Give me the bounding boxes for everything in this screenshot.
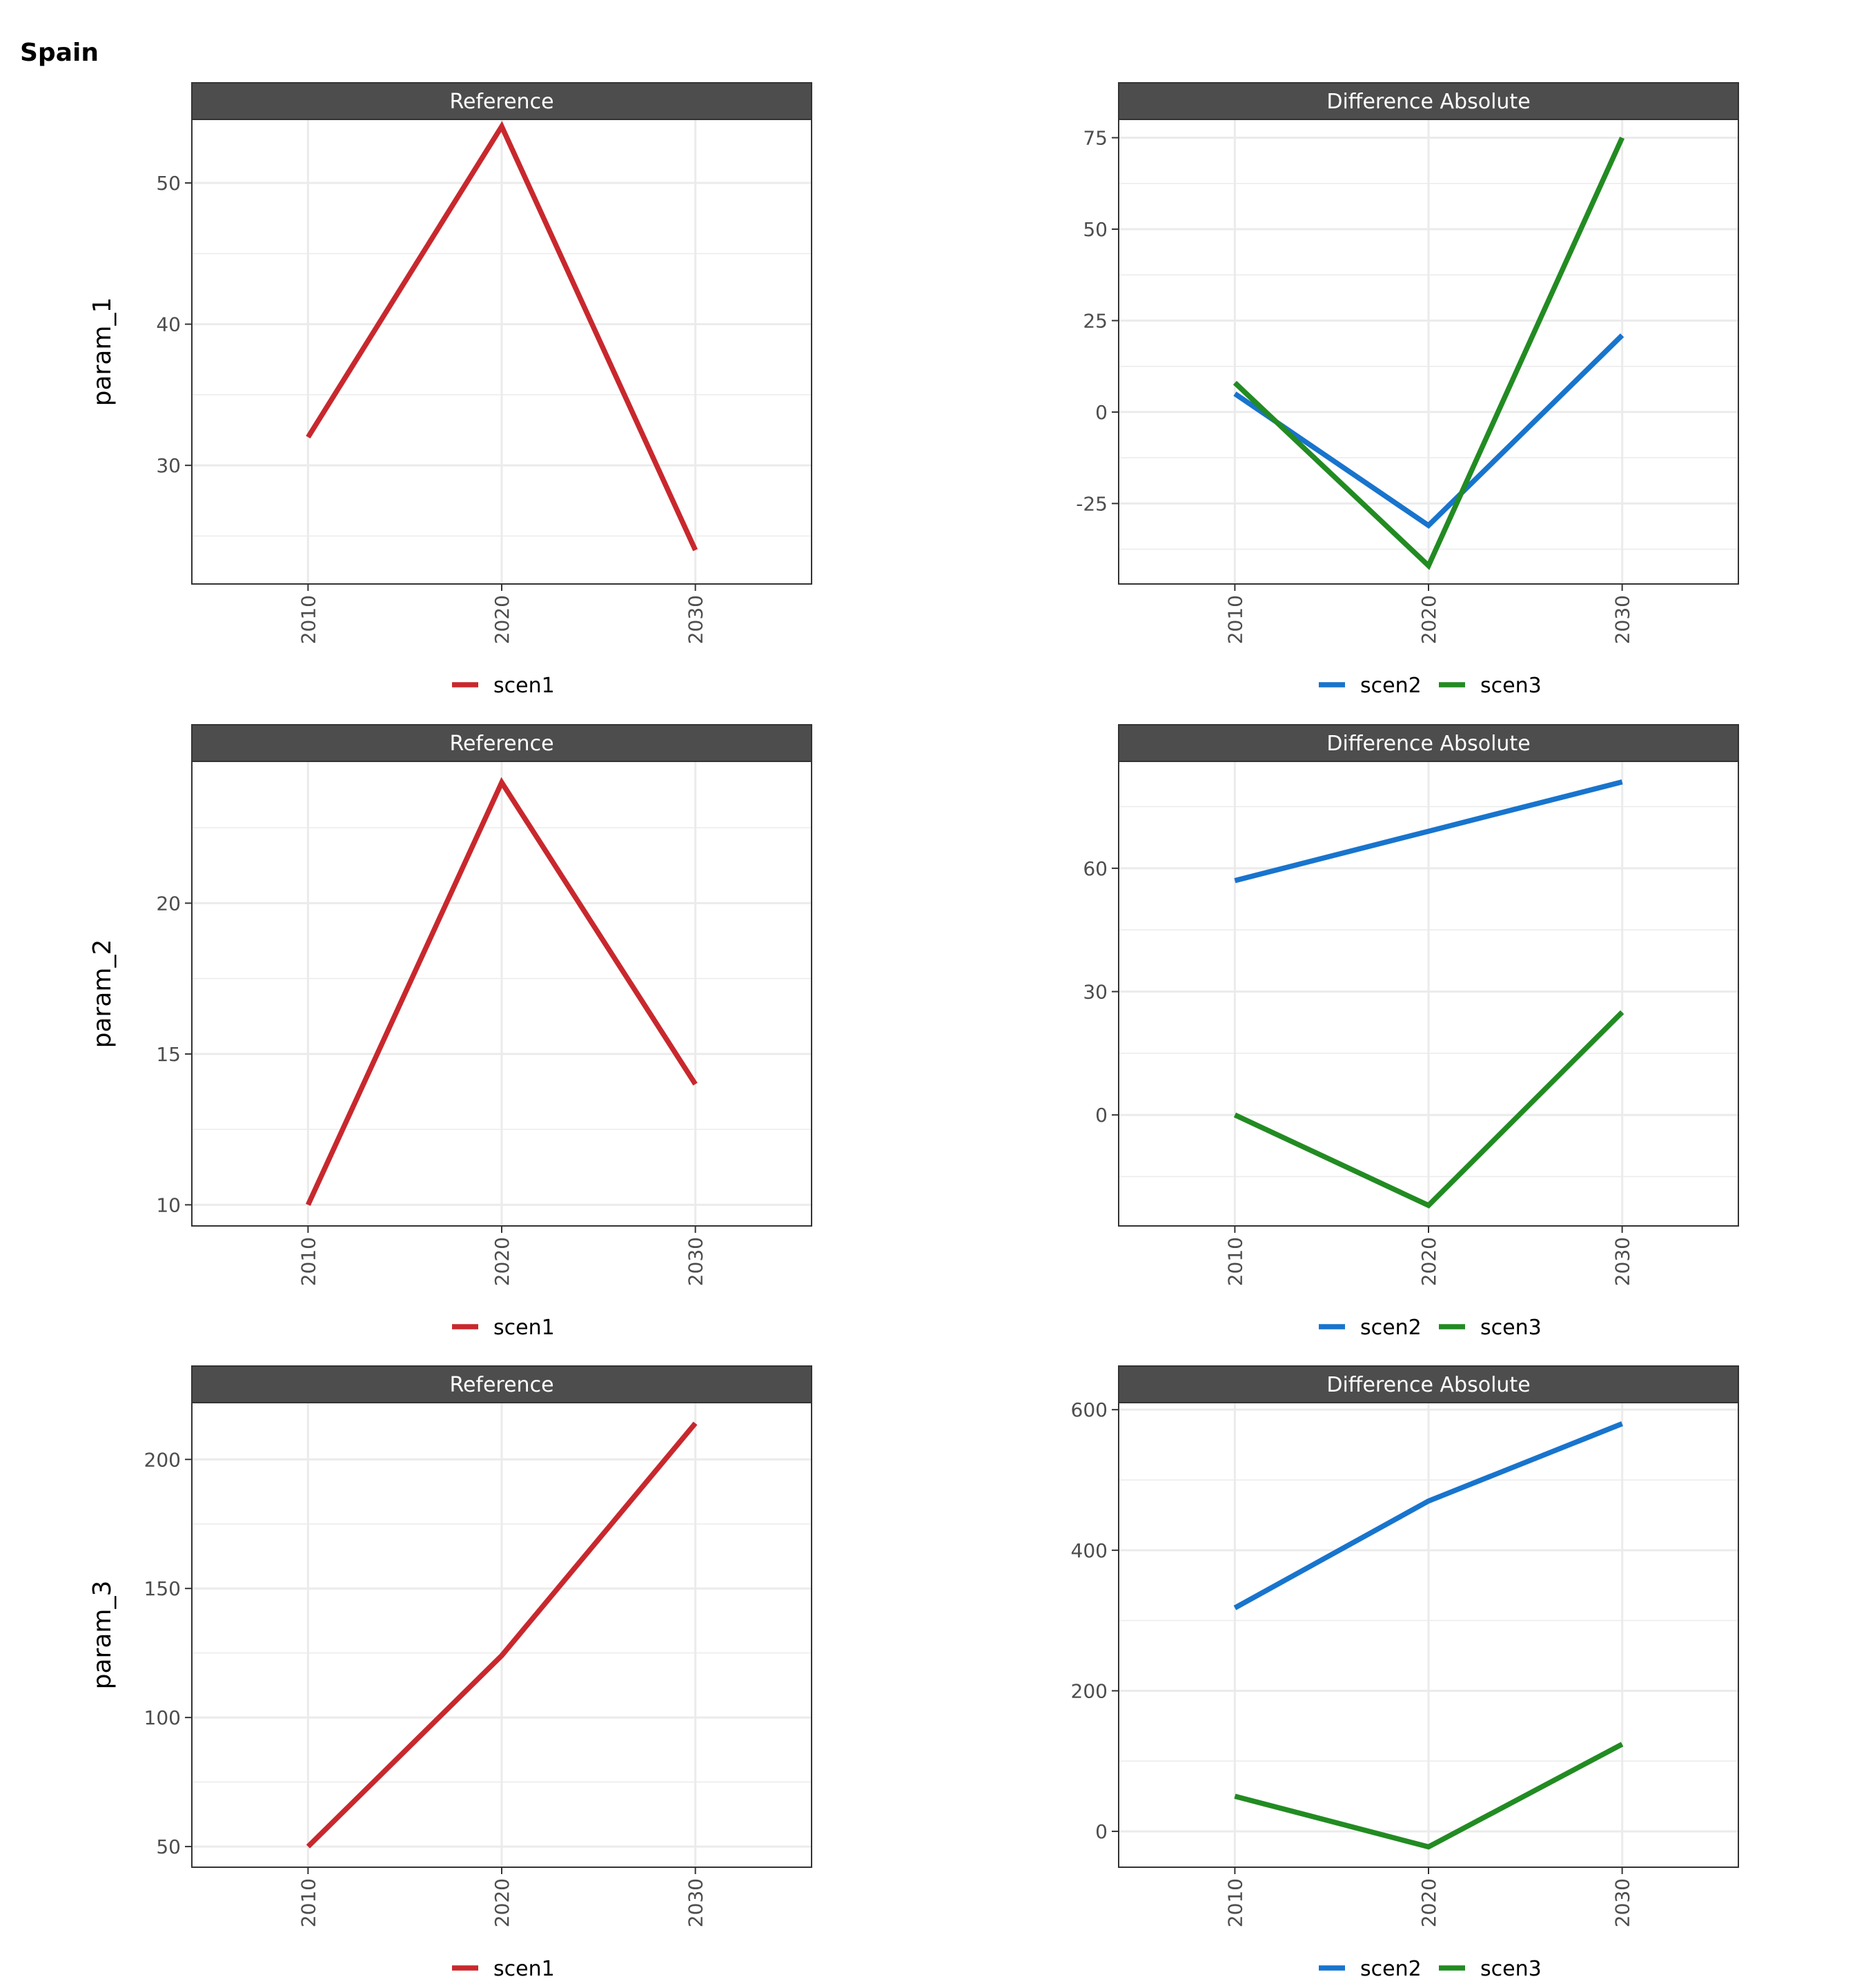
legend-label: scen2 <box>1360 1957 1422 1981</box>
series-line-scen1 <box>305 777 698 1206</box>
panel-5: Reference 50 100 150 200 2010 2020 2030 param_3s… <box>88 1365 812 1981</box>
y-tick-label: 25 <box>1083 309 1108 332</box>
facet-strip <box>1118 1365 1739 1403</box>
x-tick-label: 2010 <box>297 1878 320 1927</box>
y-tick-label: 200 <box>1071 1679 1108 1702</box>
panel-2: Difference Absolute -25 0 25 50 75 2010 2020 203… <box>1076 82 1739 698</box>
legend-label: scen2 <box>1360 1316 1422 1340</box>
legend-label: scen3 <box>1480 674 1542 698</box>
y-tick-label: 0 <box>1095 1820 1108 1843</box>
row-label: param_2 <box>88 939 117 1049</box>
facet-strip <box>191 1365 812 1403</box>
y-tick-label: 400 <box>1071 1539 1108 1562</box>
x-tick-label: 2030 <box>685 1878 707 1927</box>
legend-label: scen3 <box>1480 1316 1542 1340</box>
series-line-scen1 <box>306 121 698 552</box>
legend: scen1 <box>452 1316 555 1340</box>
row-label: param_3 <box>88 1581 117 1690</box>
series-line-scen2 <box>1233 333 1625 529</box>
x-tick-label: 2030 <box>685 1237 707 1286</box>
y-tick-label: 30 <box>1083 981 1108 1004</box>
x-tick-label: 2010 <box>1224 1237 1246 1286</box>
figure-title: Spain <box>20 39 99 67</box>
y-tick-label: -25 <box>1076 492 1108 515</box>
series-line-scen1 <box>306 1421 698 1849</box>
x-tick-label: 2020 <box>491 1878 513 1927</box>
x-tick-label: 2030 <box>1611 595 1634 644</box>
y-tick-label: 0 <box>1095 1104 1108 1127</box>
x-tick-label: 2020 <box>491 595 513 644</box>
x-tick-label: 2010 <box>297 1237 320 1286</box>
y-tick-label: 40 <box>156 313 181 336</box>
facet-strip <box>191 724 812 762</box>
panel-1: Reference 30 40 50 2010 2020 2030 param_1 scen1 <box>88 82 812 698</box>
facet-strip <box>191 82 812 120</box>
strip-label: Difference Absolute <box>1326 1373 1530 1397</box>
x-tick-label: 2020 <box>1417 1237 1440 1286</box>
legend: scen1 <box>452 674 555 698</box>
y-tick-label: 0 <box>1095 401 1108 424</box>
x-tick-label: 2010 <box>1224 595 1246 644</box>
legend: scen1 <box>452 1957 555 1981</box>
legend: scen2 scen3 <box>1319 1957 1542 1981</box>
x-tick-label: 2020 <box>491 1237 513 1286</box>
y-tick-label: 50 <box>156 172 181 195</box>
strip-label: Difference Absolute <box>1326 90 1530 114</box>
panel-3: Reference 10 15 20 2010 2020 2030 param_2 scen1 <box>88 724 812 1340</box>
strip-label: Reference <box>449 90 553 114</box>
legend-label: scen1 <box>493 1957 555 1981</box>
x-tick-label: 2010 <box>1224 1878 1246 1927</box>
y-tick-label: 200 <box>144 1448 181 1471</box>
series-line-scen3 <box>1233 1010 1625 1209</box>
x-tick-label: 2030 <box>1611 1237 1634 1286</box>
row-label: param_1 <box>88 298 117 407</box>
y-tick-label: 75 <box>1083 126 1108 149</box>
series-line-scen2 <box>1233 1421 1623 1610</box>
facet-strip <box>1118 82 1739 120</box>
x-tick-label: 2030 <box>1611 1878 1634 1927</box>
x-tick-label: 2020 <box>1417 595 1440 644</box>
x-tick-label: 2020 <box>1417 1878 1440 1927</box>
strip-label: Reference <box>449 732 553 756</box>
strip-label: Difference Absolute <box>1326 732 1530 756</box>
strip-label: Reference <box>449 1373 553 1397</box>
x-tick-label: 2010 <box>297 595 320 644</box>
series-line-scen2 <box>1234 779 1623 884</box>
series-line-scen3 <box>1234 1742 1624 1850</box>
y-tick-label: 50 <box>156 1835 181 1858</box>
legend-label: scen3 <box>1480 1957 1542 1981</box>
y-tick-label: 150 <box>144 1577 181 1600</box>
series-line-scen3 <box>1233 136 1625 570</box>
legend-label: scen1 <box>493 1316 555 1340</box>
y-tick-label: 20 <box>156 892 181 915</box>
facet-strip <box>1118 724 1739 762</box>
legend: scen2 scen3 <box>1319 1316 1542 1340</box>
panel-4: Difference Absolute 0 30 60 2010 2020 2030 scen… <box>1083 724 1739 1340</box>
y-tick-label: 50 <box>1083 218 1108 241</box>
x-tick-label: 2030 <box>685 595 707 644</box>
legend-label: scen1 <box>493 674 555 698</box>
legend: scen2 scen3 <box>1319 674 1542 698</box>
y-tick-label: 10 <box>156 1193 181 1216</box>
y-tick-label: 100 <box>144 1706 181 1729</box>
panel-6: Difference Absolute 0 200 400 600 2010 2020 203… <box>1071 1365 1739 1981</box>
legend-label: scen2 <box>1360 674 1422 698</box>
y-tick-label: 600 <box>1071 1399 1108 1421</box>
y-tick-label: 60 <box>1083 857 1108 880</box>
y-tick-label: 30 <box>156 454 181 477</box>
y-tick-label: 15 <box>156 1043 181 1066</box>
